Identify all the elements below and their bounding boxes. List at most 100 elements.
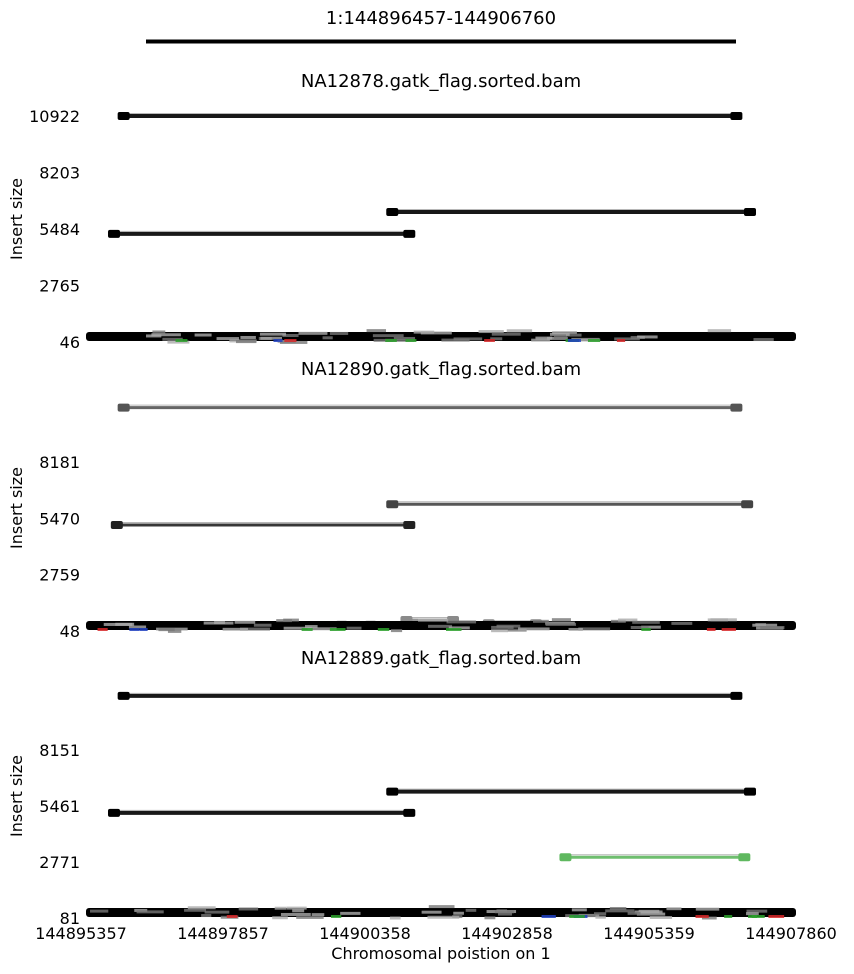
read-stub	[490, 337, 503, 341]
read-stub	[535, 336, 553, 340]
panel-title: NA12878.gatk_flag.sorted.bam	[301, 71, 581, 92]
read-stub	[428, 624, 453, 628]
read-stub	[531, 338, 550, 342]
read-stub	[240, 335, 256, 339]
read-stub	[746, 909, 768, 913]
read-stub	[385, 338, 415, 342]
read-stub	[184, 908, 207, 912]
panel-1: NA12878.gatk_flag.sorted.bam Insert size 1…	[7, 71, 796, 352]
read-right	[738, 853, 751, 862]
read-stub	[201, 914, 212, 918]
read-stub	[609, 906, 627, 910]
panel-title: NA12890.gatk_flag.sorted.bam	[301, 359, 581, 380]
read-stub	[272, 916, 288, 920]
read-stub	[238, 907, 259, 911]
read-left	[117, 403, 130, 412]
read-stub	[389, 916, 401, 920]
x-tick-label: 144897857	[177, 924, 269, 943]
read-stub	[311, 913, 325, 917]
panels: NA12878.gatk_flag.sorted.bam Insert size 1…	[7, 71, 796, 928]
read-stub	[222, 627, 248, 631]
read-stub-colored	[569, 915, 585, 918]
read-stub	[565, 333, 582, 337]
region-title: 1:144896457-144906760	[326, 8, 556, 29]
read-right	[403, 808, 416, 817]
read-stub-colored	[484, 339, 495, 342]
read-stub	[605, 909, 635, 913]
read-stub-colored	[129, 628, 140, 631]
read-stub	[753, 338, 774, 342]
read-stub	[760, 626, 785, 630]
x-tick-label: 144895357	[35, 924, 127, 943]
read-stub	[276, 619, 292, 623]
read-stub-colored	[695, 915, 709, 918]
read-stub	[491, 629, 508, 633]
x-tick-label: 144907860	[745, 924, 837, 943]
read-stub-colored	[330, 915, 342, 918]
read-stub	[707, 618, 728, 622]
read-stub	[152, 330, 166, 334]
read-stub	[533, 619, 549, 623]
read-left	[107, 808, 120, 817]
read-stub	[695, 907, 720, 911]
read-left	[107, 229, 120, 238]
read-stub	[282, 334, 299, 338]
read-stub-colored	[768, 915, 785, 918]
read-right	[730, 691, 743, 700]
read-stub	[637, 335, 658, 339]
read-stub	[752, 623, 778, 627]
read-stub	[553, 335, 567, 339]
y-tick-label: 8181	[39, 453, 80, 472]
read-stub-colored	[385, 339, 397, 342]
y-tick-label: 8203	[39, 164, 80, 183]
read-stub	[446, 620, 477, 624]
read-stub	[428, 905, 455, 909]
x-tick-label: 144902858	[461, 924, 553, 943]
read-stub	[549, 332, 570, 336]
read-stub-colored	[329, 628, 346, 631]
read-stub	[453, 911, 464, 915]
x-tick-label: 144900358	[319, 924, 411, 943]
read-stub	[634, 910, 663, 914]
read-stub-colored	[567, 339, 581, 342]
read-stub	[746, 912, 759, 916]
read-stub	[167, 340, 190, 344]
panel-3: NA12889.gatk_flag.sorted.bam Insert size 8…	[7, 648, 796, 928]
read-stub	[420, 331, 452, 335]
read-stub-colored	[284, 339, 297, 342]
read-stub-colored	[139, 628, 148, 631]
y-tick-label: 2771	[39, 853, 80, 872]
y-tick-label: 46	[60, 333, 80, 352]
y-tick-label: 2759	[39, 566, 80, 585]
read-stub	[393, 336, 416, 340]
read-stub	[491, 625, 514, 629]
read-stub	[671, 621, 693, 625]
read-stub	[103, 622, 133, 626]
read-stub	[307, 627, 337, 631]
read-stub	[418, 618, 449, 622]
read-right	[730, 403, 743, 412]
y-tick-label: 8151	[39, 741, 80, 760]
read-stub	[216, 337, 240, 341]
x-axis: 144895357 144897857 144900358 144902858 1449…	[35, 924, 837, 943]
read-stub	[187, 906, 216, 910]
y-axis-label: Insert size	[7, 178, 26, 260]
read-stub	[571, 338, 601, 342]
read-stub	[641, 625, 661, 629]
read-stub	[253, 623, 272, 627]
read-stub	[128, 625, 147, 629]
read-stub-colored	[616, 339, 626, 342]
read-stub-colored	[226, 915, 238, 918]
read-stub-colored	[301, 628, 313, 631]
read-stub	[649, 916, 673, 920]
read-stub	[260, 336, 282, 340]
read-stub	[421, 910, 442, 914]
read-stub	[194, 333, 212, 337]
read-stub	[204, 910, 230, 914]
read-stub-colored	[724, 915, 733, 918]
read-stub	[162, 337, 183, 341]
read-left	[559, 853, 572, 862]
read-stub	[372, 334, 404, 338]
read-stub	[296, 915, 324, 919]
